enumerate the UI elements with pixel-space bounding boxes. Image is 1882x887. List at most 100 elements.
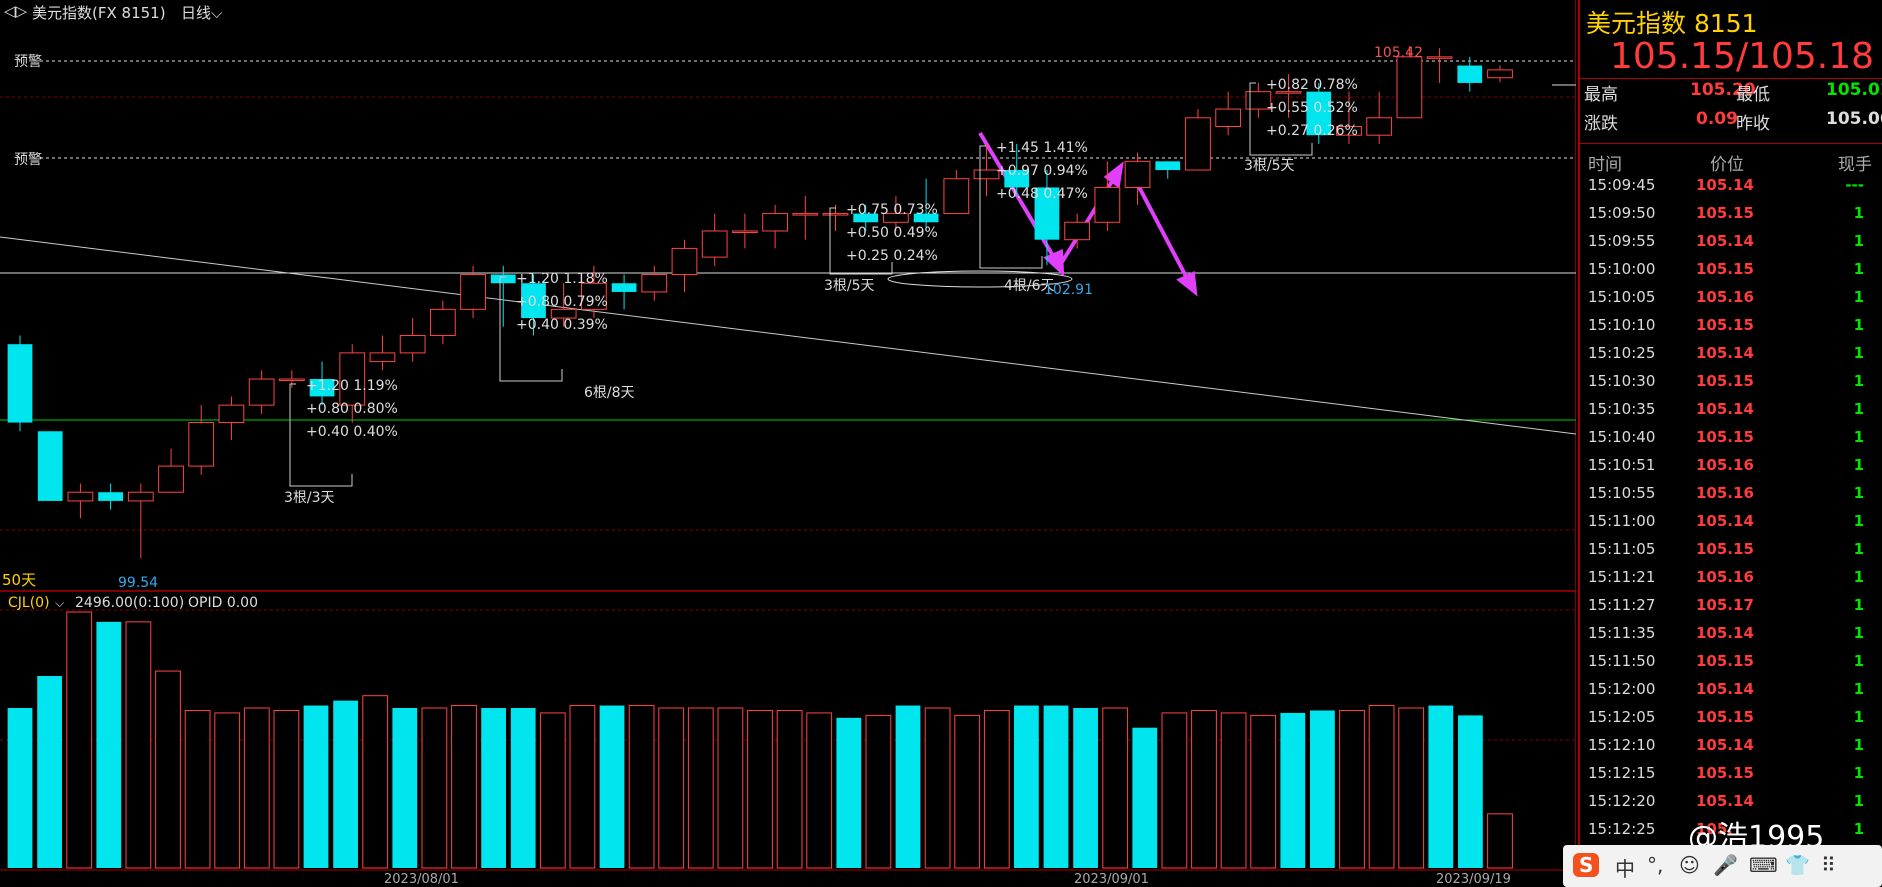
- volume-bar: [1014, 705, 1039, 868]
- annotation-line: +1.20 1.19%: [306, 378, 398, 394]
- tick-price: 105.16: [1696, 484, 1754, 502]
- period-selector[interactable]: 日线⌵: [181, 2, 222, 23]
- volume-bar: [658, 707, 685, 869]
- volume-bar: [481, 708, 506, 868]
- annotation-footer: 3根/5天: [824, 278, 875, 294]
- tick-header: 时间 价位 现手: [1580, 150, 1882, 175]
- period-label: 日线: [181, 4, 212, 22]
- chart-toolbar: ◁▷ 美元指数(FX 8151) 日线⌵: [0, 0, 1576, 22]
- candle-body: [1275, 91, 1302, 94]
- tick-time: 15:10:00: [1588, 260, 1656, 278]
- low-price-label: 99.54: [118, 575, 158, 591]
- tick-time: 15:12:05: [1588, 708, 1656, 726]
- emoji-icon[interactable]: ☺: [1679, 853, 1700, 877]
- ime-toolbar[interactable]: S 中 °, ☺ 🎤 ⌨ 👕 ⠿: [1563, 845, 1882, 887]
- candle-body: [1004, 170, 1030, 188]
- tick-price: 105.14: [1696, 176, 1754, 194]
- sogou-logo-icon[interactable]: S: [1573, 853, 1600, 877]
- tick-price: 105.15: [1696, 708, 1754, 726]
- tick-row: 15:10:30 105.15 1: [1580, 372, 1882, 400]
- candle-body: [1064, 221, 1091, 241]
- tick-qty: 1: [1853, 260, 1864, 278]
- volume-bar: [1487, 813, 1513, 869]
- tick-qty: ---: [1845, 176, 1864, 194]
- volume-bar: [7, 708, 33, 868]
- candle-body: [218, 404, 245, 424]
- candles-group: [7, 46, 1513, 559]
- tick-row: 15:09:55 105.14 1: [1580, 232, 1882, 260]
- panel-title: 美元指数 8151: [1586, 9, 1758, 38]
- tick-qty: 1: [1853, 736, 1864, 754]
- candle-body: [1336, 125, 1362, 136]
- tick-qty: 1: [1853, 456, 1864, 474]
- tick-time: 15:11:00: [1588, 512, 1656, 530]
- annotation-line: +0.50 0.49%: [846, 225, 938, 241]
- candle-body: [339, 352, 366, 406]
- candle-body: [580, 282, 607, 310]
- tick-price: 105.14: [1696, 512, 1754, 530]
- candle-body: [550, 308, 577, 319]
- chart-svg[interactable]: +1.20 1.19% +0.80 0.80% +0.40 0.40% 3根/3天 +1…: [0, 0, 1576, 887]
- collapse-icon[interactable]: ◁▷: [4, 2, 28, 20]
- trend-line: [0, 236, 1576, 435]
- annotation-footer: 3根/5天: [1244, 158, 1295, 174]
- candle-body: [369, 352, 396, 363]
- tick-qty: 1: [1853, 204, 1864, 222]
- indicator-values: 2496.00(0:100): [75, 595, 184, 611]
- candle-body: [701, 230, 728, 258]
- tick-qty: 1: [1853, 792, 1864, 810]
- annotation-line: +0.82 0.78%: [1266, 77, 1358, 93]
- tick-price: 105.15: [1696, 652, 1754, 670]
- tick-qty: 1: [1853, 540, 1864, 558]
- candle-body: [1094, 186, 1121, 223]
- tick-qty: 1: [1853, 624, 1864, 642]
- tick-qty: 1: [1853, 680, 1864, 698]
- volume-bar: [747, 709, 773, 869]
- volume-bar: [895, 705, 921, 868]
- tick-row: 15:11:50 105.15 1: [1580, 652, 1882, 680]
- panel-divider: [1580, 143, 1882, 144]
- candlestick-chart[interactable]: +1.20 1.19% +0.80 0.80% +0.40 0.40% 3根/3天 +1…: [0, 0, 1576, 887]
- low-value: 105.01: [1826, 80, 1882, 100]
- volume-bar: [303, 705, 329, 868]
- microphone-icon[interactable]: 🎤: [1713, 853, 1738, 877]
- tick-price: 105.17: [1696, 596, 1754, 614]
- candle-body: [460, 274, 486, 310]
- volume-bar: [333, 700, 358, 868]
- candle-body: [127, 491, 154, 502]
- skin-icon[interactable]: 👕: [1785, 853, 1810, 877]
- chinese-mode-icon[interactable]: 中: [1615, 857, 1635, 881]
- tick-time: 15:11:35: [1588, 624, 1656, 642]
- menu-grid-icon[interactable]: ⠿: [1821, 853, 1836, 877]
- tick-qty: 1: [1853, 596, 1864, 614]
- tick-qty: 1: [1853, 288, 1864, 306]
- tick-time: 15:09:55: [1588, 232, 1656, 250]
- volume-bar: [865, 714, 892, 869]
- chevron-down-icon[interactable]: ⌵: [55, 596, 64, 610]
- volume-bar: [687, 707, 714, 869]
- candle-body: [762, 213, 788, 232]
- tick-row: 15:10:35 105.14 1: [1580, 400, 1882, 428]
- candle-body: [822, 213, 849, 216]
- candle-body: [399, 334, 426, 354]
- annotation-footer: 3根/3天: [284, 490, 335, 506]
- symbol-label: 美元指数(FX 8151): [32, 4, 166, 22]
- bid-ask-price: 105.15/105.18: [1610, 36, 1875, 77]
- volume-bar: [954, 714, 981, 869]
- tick-time: 15:09:45: [1588, 176, 1656, 194]
- tick-price: 105.14: [1696, 400, 1754, 418]
- tick-row: 15:10:40 105.15 1: [1580, 428, 1882, 456]
- annotation-line: +0.55 0.52%: [1266, 100, 1358, 116]
- keyboard-icon[interactable]: ⌨: [1749, 853, 1778, 877]
- volume-group: [7, 611, 1513, 869]
- candle-body: [883, 213, 909, 223]
- punctuation-icon[interactable]: °,: [1647, 853, 1664, 877]
- candle-body: [1457, 65, 1483, 83]
- tick-price: 105.16: [1696, 456, 1754, 474]
- tick-time: 15:10:05: [1588, 288, 1656, 306]
- tick-time: 15:09:50: [1588, 204, 1656, 222]
- tick-price: 105.16: [1696, 288, 1754, 306]
- candle-body: [1124, 160, 1151, 188]
- volume-bar: [1132, 727, 1158, 868]
- indicator-name[interactable]: CJL(0): [8, 595, 50, 611]
